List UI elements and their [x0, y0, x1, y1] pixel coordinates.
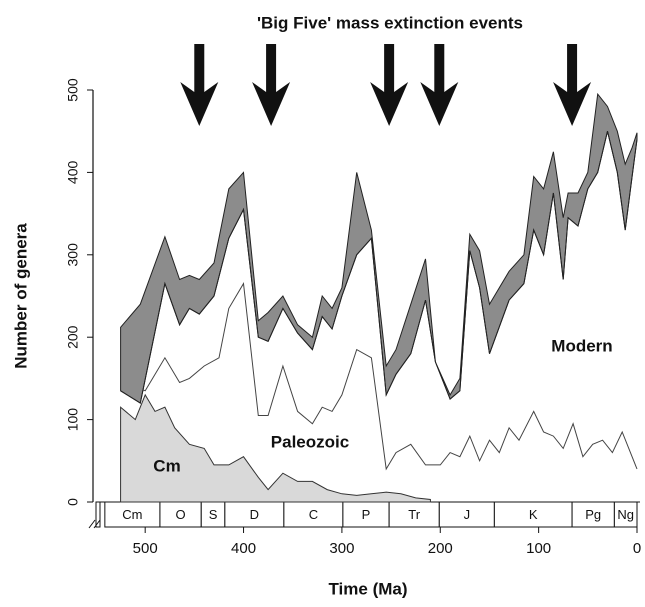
extinction-arrow	[180, 44, 219, 126]
period-label: K	[529, 507, 538, 522]
paleozoic-line	[120, 282, 638, 471]
period-label: Pg	[585, 507, 601, 522]
period-box	[438, 501, 495, 528]
period-box	[224, 501, 285, 528]
period-label: Ng	[617, 507, 634, 522]
y-tick-label: 100	[65, 408, 81, 432]
x-tick-label: 400	[231, 540, 256, 557]
extinction-arrow	[553, 44, 592, 126]
period-label: J	[464, 507, 471, 522]
y-tick-label: 500	[65, 78, 81, 102]
y-tick-label: 400	[65, 161, 81, 185]
period-box	[571, 501, 615, 528]
axis-break	[88, 519, 101, 529]
period-label: Cm	[122, 507, 142, 522]
x-axis-label: Time (Ma)	[328, 579, 407, 598]
period-box	[342, 501, 390, 528]
series-label: Paleozoic	[271, 432, 349, 451]
period-box	[283, 501, 344, 528]
period-box	[493, 501, 573, 528]
y-axis-label: Number of genera	[11, 223, 30, 369]
cm-area	[120, 393, 431, 503]
series-label: Modern	[551, 336, 612, 355]
x-tick-label: 200	[428, 540, 453, 557]
y-tick-label: 0	[65, 498, 81, 506]
y-tick-label: 300	[65, 243, 81, 267]
period-label: S	[209, 507, 218, 522]
period-box	[159, 501, 202, 528]
period-box	[613, 501, 638, 528]
modern-lower-line	[120, 131, 638, 404]
x-tick-label: 300	[329, 540, 354, 557]
series-label: Cm	[153, 456, 180, 475]
period-label: Tr	[408, 507, 420, 522]
period-box	[104, 501, 161, 528]
chart-title: 'Big Five' mass extinction events	[257, 13, 523, 32]
extinction-arrow	[370, 44, 409, 126]
extinction-arrow	[252, 44, 291, 126]
y-tick-label: 200	[65, 325, 81, 349]
period-label: O	[176, 507, 186, 522]
period-label: C	[309, 507, 318, 522]
period-label: D	[250, 507, 259, 522]
x-tick-label: 500	[133, 540, 158, 557]
period-bar-left	[95, 501, 101, 528]
period-label: P	[362, 507, 371, 522]
x-tick-label: 100	[526, 540, 551, 557]
period-box	[388, 501, 440, 528]
extinction-arrow	[420, 44, 459, 126]
x-tick-label: 0	[633, 540, 641, 557]
